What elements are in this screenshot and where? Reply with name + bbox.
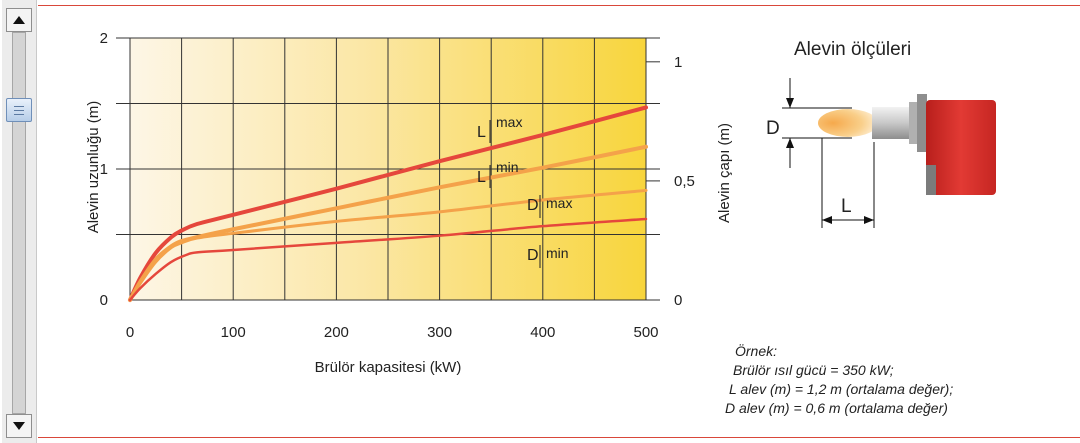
y-tick-label: 1 [100,161,108,178]
series-line-l-max [128,105,648,302]
y-axis-label: Alevin uzunluğu (m) [85,101,102,234]
curve-label-main: L [477,124,486,141]
burner-nozzle [872,107,910,139]
curve-label-main: D [527,247,539,264]
curve-label-sub: min [546,245,569,261]
arrow-up-icon [786,138,794,148]
x-axis-label: Brülör kapasitesi (kW) [315,359,462,376]
x-tick-label: 400 [530,324,555,341]
x-tick-label: 300 [427,324,452,341]
y-tick-label: 2 [100,30,108,47]
flame-dimensions-chart: 0 1 2 0 0,5 1 0 100 200 300 400 500 Brülör kapasites… [85,30,733,376]
bottom-border-line [38,437,1080,438]
series-line-d-max [128,188,648,302]
series-line-d-min [128,217,648,302]
example-line-2: L alev (m) = 1,2 m (ortalama değer); [729,381,954,397]
arrow-down-icon [786,98,794,108]
l-dimension-label: L [841,196,852,217]
arrow-left-icon [822,216,832,224]
x-tick-label: 500 [633,324,658,341]
series-line-l-min [128,144,648,302]
grip-line [14,110,24,111]
flame-shape [818,109,878,137]
grip-line [14,114,24,115]
example-note: Örnek: Brülör ısıl gücü = 350 kW; L alev… [725,342,1063,418]
curve-label-sub: max [546,195,572,211]
curve-label-sub: min [496,159,519,175]
d-dimension-label: D [766,118,780,139]
x-tick-label: 100 [221,324,246,341]
curve-label-main: D [527,197,539,214]
triangle-down-icon [13,422,25,430]
y2-tick-label: 0 [674,292,682,309]
x-tick-label: 200 [324,324,349,341]
burner-base [926,165,936,195]
scroll-track[interactable] [12,32,26,414]
scroll-thumb[interactable] [6,98,32,122]
example-heading: Örnek: [735,343,778,359]
scroll-up-button[interactable] [6,8,32,32]
curve-label-sub: max [496,114,522,130]
x-tick-label: 0 [126,324,134,341]
example-line-3: D alev (m) = 0,6 m (ortalama değer) [725,400,948,416]
top-border-line [38,5,1080,6]
grip-icon [14,106,24,107]
burner-body [926,100,996,195]
vertical-scrollbar[interactable] [2,0,37,443]
scroll-down-button[interactable] [6,414,32,438]
y2-tick-label: 0,5 [674,173,695,190]
diagram-title: Alevin ölçüleri [794,39,911,60]
y2-axis-label: Alevin çapı (m) [716,123,733,223]
flame-dimensions-diagram: Alevin ölçüleri D L [766,39,996,228]
y-tick-label: 0 [100,292,108,309]
burner-mount [917,94,927,152]
y2-tick-label: 1 [674,54,682,71]
arrow-right-icon [864,216,874,224]
example-line-1: Brülör ısıl gücü = 350 kW; [733,362,894,378]
triangle-up-icon [13,16,25,24]
curve-label-main: L [477,169,486,186]
